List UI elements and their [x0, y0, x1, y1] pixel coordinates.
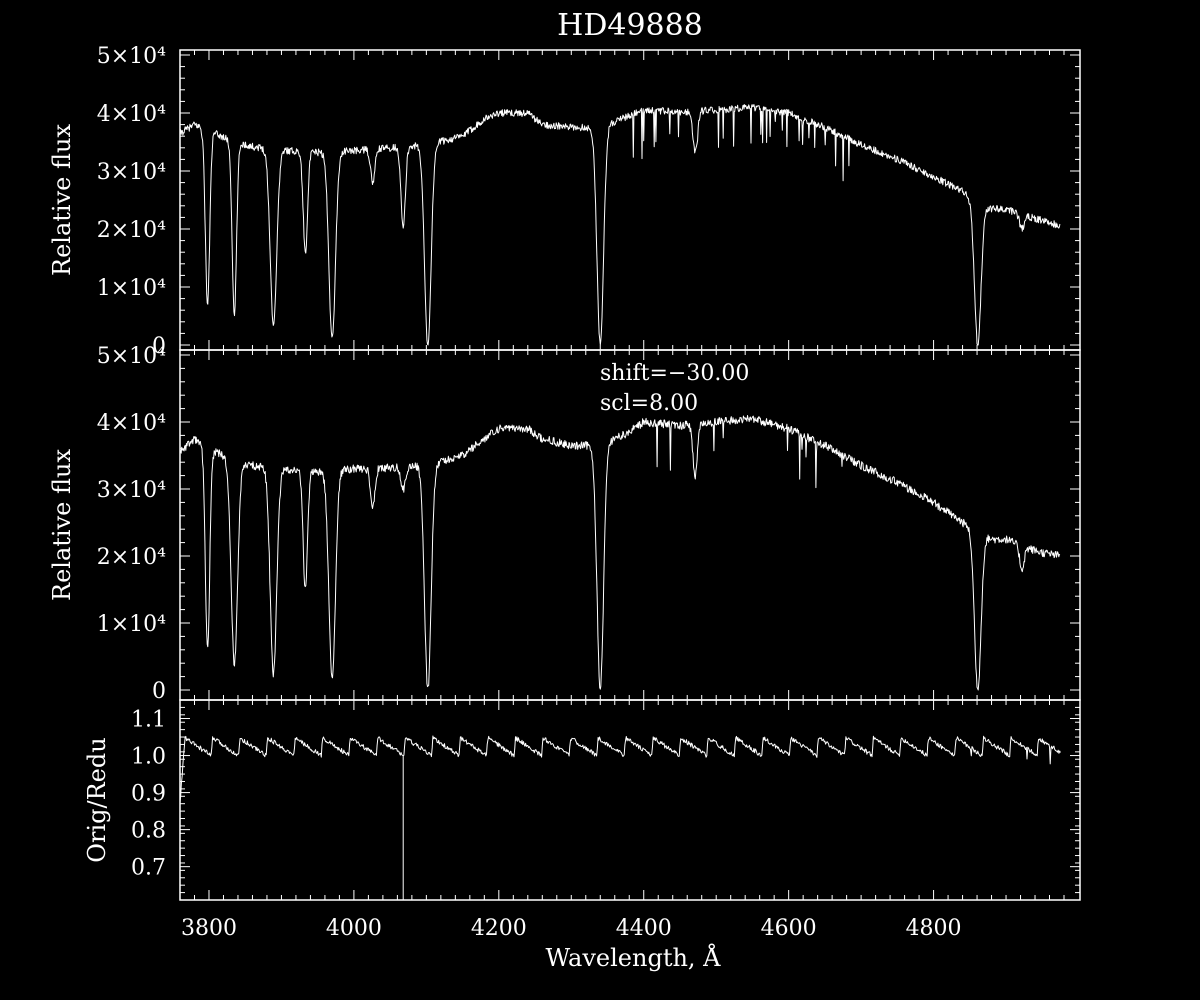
x-tick-label: 4200: [471, 916, 527, 941]
ratio-panel-ytick-label: 1.0: [131, 745, 166, 770]
shift-annotation: shift=−30.00: [600, 361, 749, 386]
ratio-panel-ylabel: Orig/Redu: [83, 737, 111, 862]
x-tick-label: 4600: [761, 916, 817, 941]
chart-title: HD49888: [557, 8, 703, 43]
ratio-panel-ytick-label: 1.1: [131, 708, 166, 733]
flux-panel-original-ytick-label: 3×10⁴: [97, 160, 166, 185]
ratio-panel-ratio-line: [179, 735, 1061, 901]
flux-panel-reduced-ytick-label: 3×10⁴: [97, 478, 166, 503]
flux-panel-original-ytick-label: 4×10⁴: [97, 102, 166, 127]
flux-panel-original-ylabel: Relative flux: [48, 124, 76, 276]
ratio-panel-ytick-label: 0.9: [131, 782, 166, 807]
flux-panel-reduced-ticks: 0 1×10⁴ 2×10⁴ 3×10⁴ 4×10⁴ 5×10⁴: [97, 344, 1080, 704]
flux-panel-original-ytick-label: 5×10⁴: [97, 44, 166, 69]
flux-panel-reduced: Relative flux 0 1×10⁴ 2×10⁴ 3×10⁴ 4×10⁴ 5×10⁴…: [48, 344, 1081, 704]
scale-annotation: scl=8.00: [600, 391, 698, 416]
flux-panel-original-ytick-label: 0: [152, 334, 166, 359]
x-tick-label: 4000: [326, 916, 382, 941]
x-axis-label: Wavelength, Å: [545, 943, 721, 972]
flux-panel-reduced-spectrum-line: [179, 415, 1061, 691]
flux-panel-reduced-ytick-label: 2×10⁴: [97, 545, 166, 570]
flux-panel-reduced-ytick-label: 5×10⁴: [97, 344, 166, 369]
flux-panel-original: Relative flux 0 1×10⁴ 2×10⁴ 3×10⁴ 4×10⁴ 5×10⁴: [48, 44, 1081, 359]
ratio-panel: Orig/Redu 0.7 0.8 0.9 1.0 1.1 3800 4000 4200 440…: [83, 699, 1081, 972]
flux-panel-original-ticks: 0 1×10⁴ 2×10⁴ 3×10⁴ 4×10⁴ 5×10⁴: [97, 44, 1080, 359]
flux-panel-original-spectrum-line: [179, 104, 1061, 346]
ratio-panel-ytick-label: 0.7: [131, 856, 166, 881]
flux-panel-original-ytick-label: 1×10⁴: [97, 276, 166, 301]
flux-panel-reduced-ylabel: Relative flux: [48, 449, 76, 601]
ratio-panel-ticks: 0.7 0.8 0.9 1.0 1.1 3800 4000 4200 4400 4600 4800: [131, 700, 1080, 941]
ratio-panel-ytick-label: 0.8: [131, 819, 166, 844]
flux-panel-original-ytick-label: 2×10⁴: [97, 218, 166, 243]
flux-panel-reduced-ytick-label: 4×10⁴: [97, 411, 166, 436]
x-tick-label: 4400: [616, 916, 672, 941]
flux-panel-reduced-ytick-label: 0: [152, 679, 166, 704]
flux-panel-reduced-ytick-label: 1×10⁴: [97, 612, 166, 637]
x-tick-label: 3800: [181, 916, 237, 941]
x-tick-label: 4800: [906, 916, 962, 941]
